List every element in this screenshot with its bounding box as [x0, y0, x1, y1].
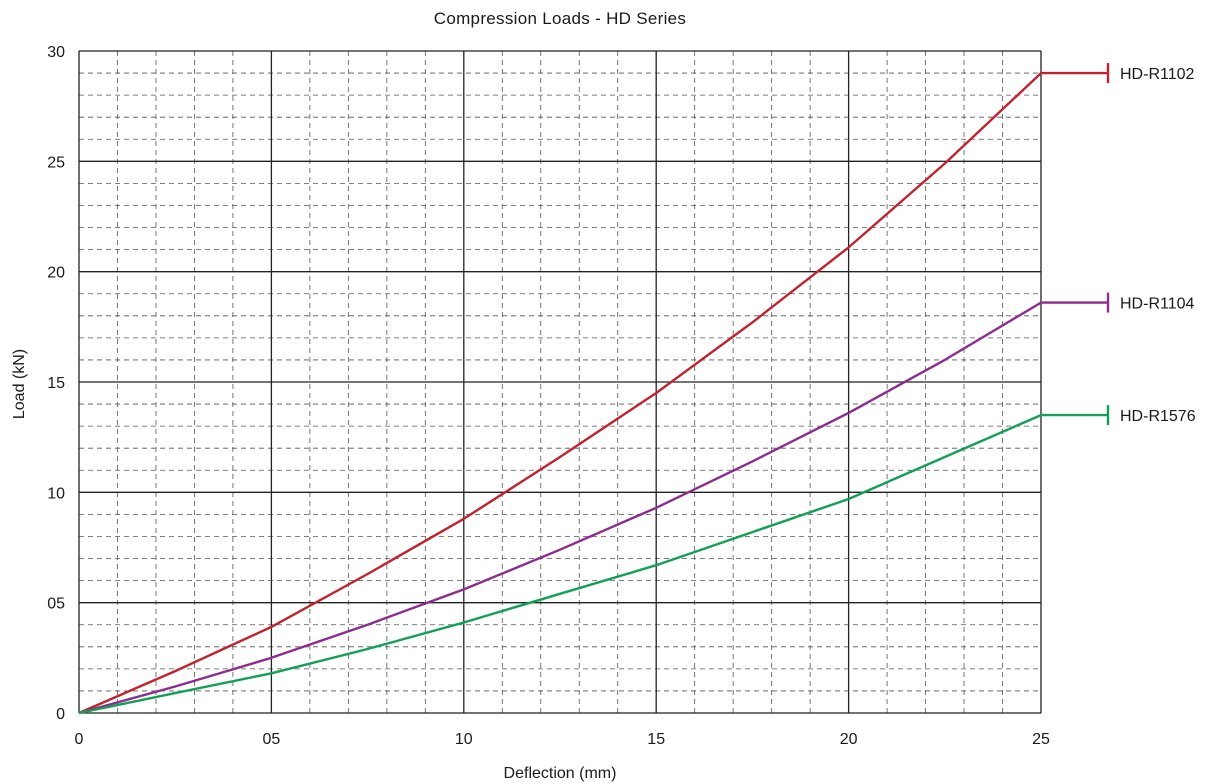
y-axis-label: Load (kN) [11, 349, 28, 419]
tick-labels: 0 05 10 15 20 25 0 05 10 15 20 25 30 [47, 44, 1050, 748]
series-line [78, 72, 1042, 715]
chart-title: Compression Loads - HD Series [434, 9, 686, 28]
legend-label: HD-R1104 [1120, 296, 1195, 313]
legend-label: HD-R1576 [1120, 408, 1196, 425]
y-tick-label: 15 [47, 375, 65, 392]
x-tick-label: 25 [1032, 731, 1050, 748]
x-tick-label: 10 [455, 731, 473, 748]
y-tick-label: 0 [56, 706, 65, 723]
x-tick-label: 05 [263, 731, 281, 748]
series-lines [78, 72, 1042, 715]
series-line [78, 301, 1042, 715]
major-grid [78, 50, 1042, 714]
legend: HD-R1102 HD-R1104 HD-R1576 [1041, 63, 1196, 426]
y-tick-label: 25 [47, 154, 65, 171]
legend-label: HD-R1102 [1120, 66, 1195, 83]
y-tick-label: 10 [47, 485, 65, 502]
y-tick-label: 30 [47, 44, 65, 61]
x-tick-label: 20 [840, 731, 858, 748]
series-line [78, 413, 1042, 715]
x-axis-label: Deflection (mm) [504, 765, 617, 782]
y-tick-label: 20 [47, 265, 65, 282]
y-tick-label: 05 [47, 596, 65, 613]
x-tick-label: 15 [647, 731, 665, 748]
x-tick-label: 0 [75, 731, 84, 748]
